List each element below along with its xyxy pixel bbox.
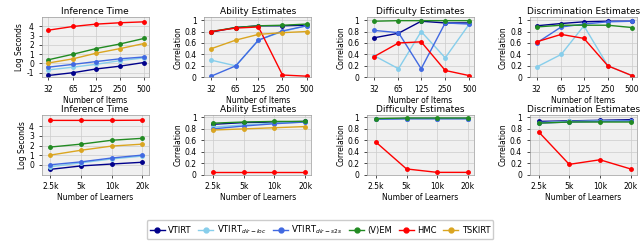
Y-axis label: Correlation: Correlation [336, 26, 345, 69]
Title: Discrimination Estimates: Discrimination Estimates [527, 105, 640, 114]
X-axis label: Number of Items: Number of Items [551, 96, 616, 105]
Y-axis label: Log Seconds: Log Seconds [15, 23, 24, 71]
X-axis label: Number of Learners: Number of Learners [545, 193, 621, 202]
X-axis label: Number of Items: Number of Items [226, 96, 290, 105]
Y-axis label: Log Seconds: Log Seconds [18, 121, 27, 169]
Y-axis label: Correlation: Correlation [173, 123, 182, 166]
Title: Difficulty Estimates: Difficulty Estimates [376, 7, 465, 16]
X-axis label: Number of Learners: Number of Learners [57, 193, 133, 202]
Y-axis label: Correlation: Correlation [499, 26, 508, 69]
X-axis label: Number of Learners: Number of Learners [383, 193, 459, 202]
X-axis label: Number of Items: Number of Items [63, 96, 127, 105]
Title: Inference Time: Inference Time [61, 7, 129, 16]
Y-axis label: Correlation: Correlation [173, 26, 182, 69]
Legend: VTIRT, VTIRT$_{dir-loc}$, VTIRT$_{dir-s2s}$, (V)EM, HMC, TSKIRT: VTIRT, VTIRT$_{dir-loc}$, VTIRT$_{dir-s2… [147, 220, 493, 239]
Title: Difficulty Estimates: Difficulty Estimates [376, 105, 465, 114]
Y-axis label: Correlation: Correlation [336, 123, 345, 166]
Title: Discrimination Estimates: Discrimination Estimates [527, 7, 640, 16]
Title: Inference Time: Inference Time [61, 105, 129, 114]
Title: Ability Estimates: Ability Estimates [220, 7, 296, 16]
X-axis label: Number of Items: Number of Items [388, 96, 452, 105]
Title: Ability Estimates: Ability Estimates [220, 105, 296, 114]
Y-axis label: Correlation: Correlation [499, 123, 508, 166]
X-axis label: Number of Learners: Number of Learners [220, 193, 296, 202]
